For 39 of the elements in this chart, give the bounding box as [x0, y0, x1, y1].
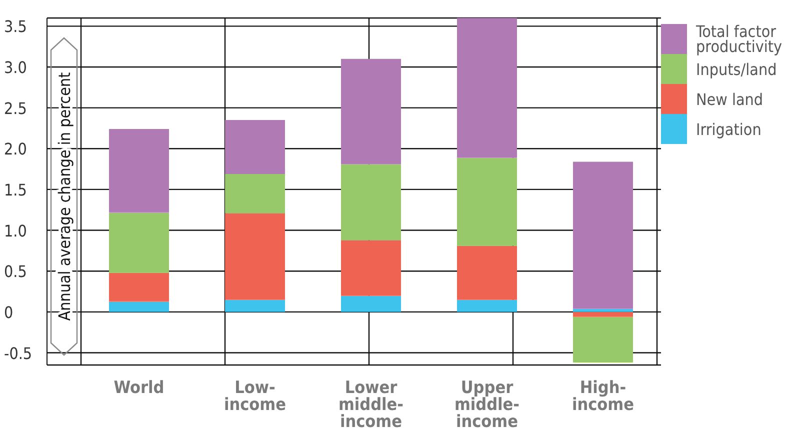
bar [457, 18, 517, 158]
y-tick-label: -0.5 [4, 344, 32, 363]
bar [573, 162, 633, 309]
x-tick-label: Upper middle-income [454, 378, 520, 432]
bar [573, 308, 633, 312]
bar [225, 300, 285, 312]
bar [109, 301, 169, 312]
bar [573, 312, 633, 317]
bar [341, 58, 401, 164]
legend-label: New land [695, 88, 764, 110]
y-tick-label: 2.5 [4, 98, 27, 118]
x-tick-label: World [114, 378, 164, 398]
y-tick-label: 0 [4, 302, 14, 322]
bar [341, 296, 401, 312]
legend-label: Irrigation [695, 118, 762, 140]
x-tick-label: Low-income [224, 378, 286, 415]
bar [573, 316, 633, 363]
bar [341, 240, 401, 296]
bar [457, 300, 517, 312]
bar [225, 120, 285, 174]
y-tick-label: 1.0 [4, 221, 27, 240]
bar [457, 246, 517, 300]
y-tick-label: 2.0 [4, 140, 27, 159]
y-tick-label: 1.5 [4, 180, 27, 200]
bar [109, 212, 169, 273]
y-tick-label: 3.0 [4, 58, 27, 77]
bar [457, 158, 517, 246]
y-tick-label: 3.5 [4, 17, 27, 36]
legend-label: Inputs/land [696, 60, 777, 78]
bar [109, 272, 169, 302]
bar [225, 213, 285, 300]
legend-label: Total factor productivity [695, 22, 783, 56]
y-axis-title: Annual average change in percent [55, 72, 74, 321]
y-tick-label: 0.5 [4, 262, 27, 282]
bar [225, 174, 285, 214]
bar [341, 164, 401, 240]
x-tick-label: Lower middle-income [338, 378, 404, 432]
x-tick-label: High-income [572, 378, 634, 415]
bar [109, 129, 169, 212]
